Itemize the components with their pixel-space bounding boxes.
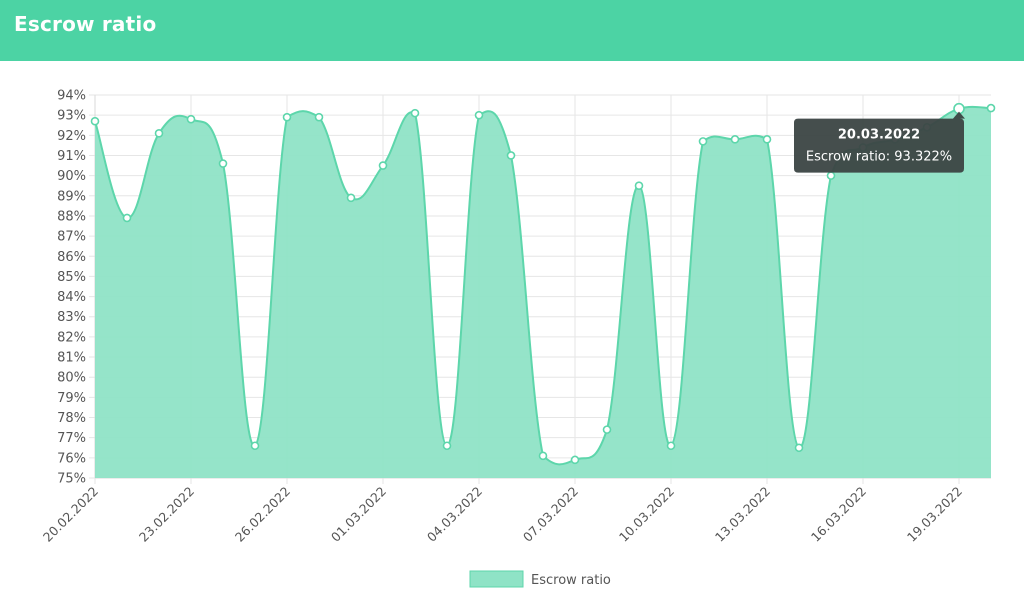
data-point[interactable]: [826, 171, 836, 180]
y-tick-label: 79%: [57, 391, 86, 406]
y-tick-label: 82%: [57, 330, 86, 345]
data-point[interactable]: [634, 181, 644, 191]
x-tick-label: 16.03.2022: [808, 484, 869, 545]
data-point[interactable]: [474, 110, 484, 120]
data-point[interactable]: [442, 441, 452, 451]
y-tick-label: 75%: [57, 472, 86, 487]
tooltip-background: [794, 111, 965, 173]
data-point[interactable]: [570, 455, 580, 465]
page-header: Escrow ratio: [0, 0, 1024, 61]
y-tick-label: 77%: [57, 431, 86, 446]
data-point[interactable]: [506, 151, 516, 160]
y-tick-label: 92%: [57, 129, 86, 144]
data-point[interactable]: [90, 116, 100, 126]
x-axis-ticks: 20.02.2022 23.02.2022 26.02.2022 01.03.2022…: [40, 484, 965, 545]
y-tick-label: 89%: [57, 189, 86, 204]
y-tick-label: 81%: [57, 351, 86, 366]
x-tick-label: 20.02.2022: [40, 484, 101, 545]
legend[interactable]: Escrow ratio: [469, 570, 611, 588]
data-point[interactable]: [378, 161, 388, 170]
data-point[interactable]: [218, 159, 228, 168]
tooltip-title: 20.03.2022: [838, 128, 920, 143]
data-point[interactable]: [602, 425, 612, 434]
data-point[interactable]: [698, 137, 708, 146]
y-tick-label: 86%: [57, 250, 86, 265]
data-point[interactable]: [346, 193, 356, 203]
y-tick-label: 90%: [57, 169, 86, 184]
data-point[interactable]: [666, 441, 676, 451]
y-tick-label: 91%: [57, 149, 86, 164]
tooltip: 20.03.2022 Escrow ratio: 93.322%: [794, 111, 965, 173]
y-tick-label: 80%: [57, 371, 86, 386]
data-point[interactable]: [410, 108, 420, 118]
x-tick-label: 10.03.2022: [616, 484, 677, 545]
area-fill: [95, 106, 991, 479]
x-tick-label: 07.03.2022: [520, 484, 581, 545]
y-tick-label: 87%: [57, 230, 86, 245]
y-tick-label: 83%: [57, 310, 86, 325]
x-tick-label: 19.03.2022: [904, 484, 965, 545]
page-title: Escrow ratio: [14, 12, 157, 36]
x-tick-label: 13.03.2022: [712, 484, 773, 545]
data-point[interactable]: [282, 112, 292, 122]
y-axis-ticks: 75% 76% 77% 78% 79% 80% 81% 82% 83% 84% 85% 86% 87% 8…: [57, 89, 86, 487]
data-point[interactable]: [538, 451, 548, 461]
y-tick-label: 94%: [57, 89, 86, 104]
data-point[interactable]: [762, 135, 772, 144]
data-point[interactable]: [250, 441, 260, 451]
data-point[interactable]: [186, 114, 196, 124]
legend-swatch[interactable]: [469, 570, 524, 588]
legend-label: Escrow ratio: [531, 573, 611, 588]
y-tick-label: 93%: [57, 109, 86, 124]
tooltip-body: Escrow ratio: 93.322%: [806, 150, 952, 165]
data-point[interactable]: [154, 129, 164, 138]
y-tick-label: 76%: [57, 451, 86, 466]
data-point[interactable]: [122, 213, 132, 223]
x-tick-label: 26.02.2022: [232, 484, 293, 545]
x-tick-label: 23.02.2022: [136, 484, 197, 545]
data-point[interactable]: [730, 135, 740, 144]
y-tick-label: 88%: [57, 209, 86, 224]
data-point[interactable]: [794, 443, 804, 453]
x-tick-label: 04.03.2022: [424, 484, 485, 545]
y-tick-label: 85%: [57, 270, 86, 285]
x-tick-label: 01.03.2022: [328, 484, 389, 545]
y-tick-label: 78%: [57, 411, 86, 426]
data-point[interactable]: [314, 112, 324, 122]
data-point[interactable]: [986, 103, 996, 113]
y-tick-label: 84%: [57, 290, 86, 305]
